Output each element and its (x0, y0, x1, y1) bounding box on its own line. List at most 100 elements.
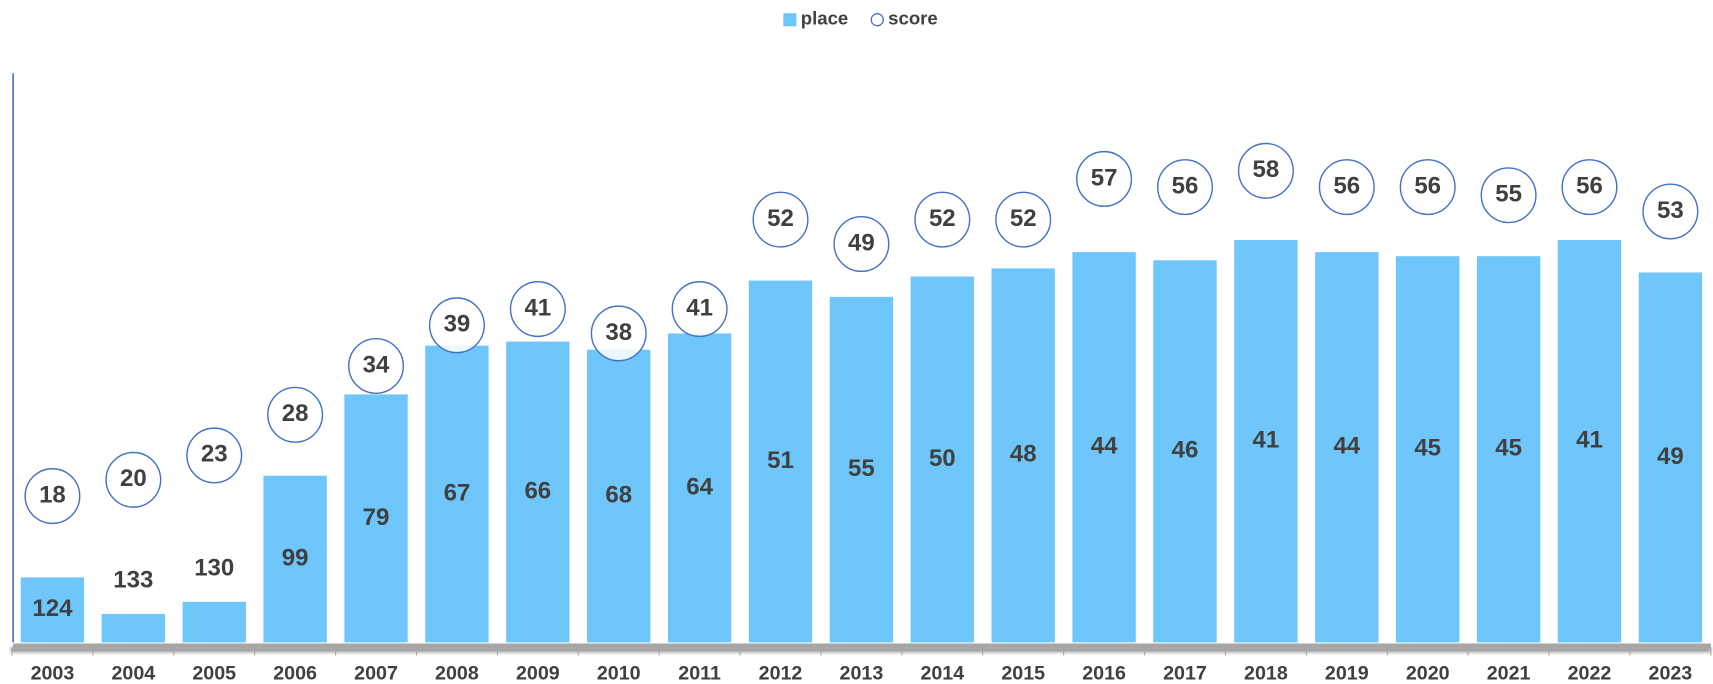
bar-label: 66 (524, 477, 551, 504)
bar (425, 345, 489, 643)
x-tick-label: 2016 (1082, 662, 1126, 684)
x-tick-label: 2003 (31, 662, 75, 684)
score-marker (671, 281, 728, 338)
score-label: 41 (524, 294, 551, 321)
bar-label: 68 (605, 481, 632, 508)
x-tick-label: 2009 (516, 662, 560, 684)
bar-label: 41 (1576, 427, 1603, 454)
score-marker (1156, 159, 1214, 216)
bar (667, 333, 732, 643)
score-label: 52 (929, 205, 956, 232)
score-label: 38 (605, 319, 632, 346)
score-label: 39 (444, 311, 471, 338)
score-marker (1561, 159, 1618, 216)
x-tick-label: 2022 (1568, 662, 1612, 684)
bar-label: 48 (1010, 441, 1037, 468)
bar-label: 55 (848, 455, 875, 482)
bar-label: 67 (444, 479, 471, 506)
bar (263, 475, 327, 643)
score-marker (1318, 159, 1375, 216)
x-tick-label: 2011 (678, 662, 721, 684)
bar (506, 341, 570, 643)
score-label: 41 (686, 294, 713, 321)
bar (1396, 256, 1460, 643)
score-marker (1399, 159, 1456, 216)
x-tick-label: 2015 (1001, 662, 1045, 684)
bar-label: 64 (686, 473, 713, 500)
bar-label: 99 (282, 544, 309, 571)
score-marker (752, 191, 809, 248)
bar (748, 280, 813, 643)
bar-label: 130 (194, 554, 234, 581)
legend-label: score (888, 8, 938, 29)
score-marker (995, 191, 1052, 248)
x-tick-label: 2004 (111, 662, 155, 684)
x-tick-label: 2012 (759, 662, 803, 684)
score-label: 28 (282, 400, 309, 427)
bar (182, 601, 246, 643)
bar-label: 41 (1253, 427, 1280, 454)
bar-label: 51 (767, 447, 794, 474)
x-tick-label: 2021 (1487, 662, 1531, 684)
bar-label: 45 (1495, 435, 1522, 462)
score-label: 49 (848, 229, 875, 256)
x-tick-label: 2014 (920, 662, 964, 684)
legend-marker (783, 13, 797, 27)
score-marker (1480, 167, 1537, 224)
bar (344, 394, 408, 643)
x-tick-label: 2017 (1163, 662, 1207, 684)
score-marker (267, 386, 324, 443)
bar-label: 79 (363, 504, 390, 531)
x-tick-label: 2006 (273, 662, 317, 684)
bar-label: 133 (113, 567, 153, 594)
bar (1476, 256, 1541, 643)
legend-label: place (801, 8, 848, 29)
score-marker (1642, 183, 1699, 240)
score-label: 53 (1657, 197, 1684, 224)
bar-label: 50 (929, 445, 956, 472)
score-label: 23 (201, 441, 228, 468)
score-marker (428, 297, 485, 354)
score-marker (833, 215, 890, 273)
x-axis-shadow (10, 646, 1711, 653)
x-tick-label: 2023 (1649, 662, 1693, 684)
bar (1234, 239, 1298, 643)
legend-marker (870, 13, 884, 27)
score-label: 18 (39, 481, 66, 508)
bar (1315, 252, 1379, 643)
score-label: 56 (1414, 172, 1441, 199)
score-label: 52 (767, 205, 794, 232)
score-label: 52 (1010, 205, 1037, 232)
x-tick-label: 2010 (597, 662, 641, 684)
x-tick-label: 2005 (192, 662, 236, 684)
bar (1557, 239, 1622, 643)
score-label: 58 (1253, 156, 1280, 183)
score-marker (509, 281, 566, 338)
score-label: 56 (1333, 172, 1360, 199)
bar (829, 296, 894, 643)
bar (1638, 272, 1703, 643)
score-label: 57 (1091, 164, 1118, 191)
score-label: 56 (1576, 172, 1603, 199)
score-marker (186, 427, 243, 484)
score-marker (914, 191, 971, 248)
score-label: 20 (120, 465, 147, 492)
x-tick-label: 2019 (1325, 662, 1369, 684)
score-marker (348, 337, 405, 394)
score-label: 56 (1172, 172, 1199, 199)
bar (101, 613, 166, 643)
bar (587, 349, 651, 643)
bar (991, 268, 1055, 643)
bar (20, 577, 85, 643)
score-marker (105, 451, 162, 508)
bar (910, 276, 974, 643)
bar-label: 124 (32, 595, 73, 622)
x-tick-label: 2008 (435, 662, 479, 684)
bar (1072, 252, 1136, 643)
x-tick-label: 2007 (354, 662, 398, 684)
score-marker (590, 305, 647, 362)
score-label: 34 (363, 351, 390, 378)
bar-label: 45 (1414, 435, 1441, 462)
bar-label: 44 (1091, 433, 1118, 460)
